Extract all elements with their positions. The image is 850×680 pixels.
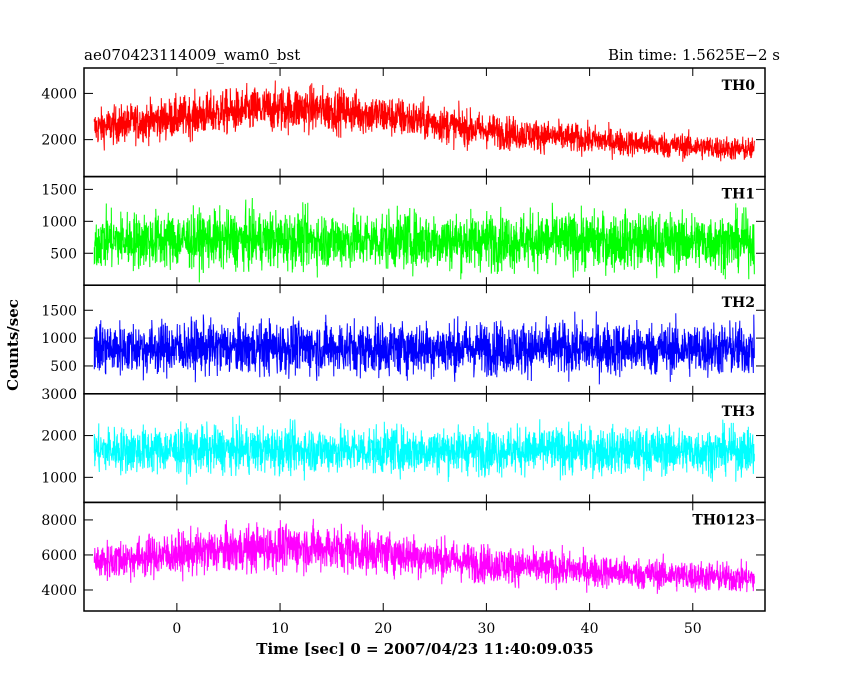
y-tick-label: 500: [50, 359, 77, 375]
x-tick-label: 0: [172, 621, 181, 637]
y-tick-label: 1500: [41, 182, 77, 198]
panel-label: TH0: [722, 78, 756, 94]
x-tick-label: 50: [684, 621, 702, 637]
panel-th0: 2000 4000 TH0: [41, 67, 766, 178]
x-axis-label: Time [sec] 0 = 2007/04/23 11:40:09.035: [256, 640, 593, 658]
x-axis-ticks: 0 10 20 30 40 50: [172, 621, 701, 637]
series-th3: [93, 415, 755, 485]
y-tick-label: 6000: [41, 548, 77, 564]
panel-th2: 0 500 1000 1500 TH2: [41, 284, 766, 403]
y-tick-label: 500: [50, 246, 77, 262]
series-th0: [93, 80, 755, 162]
panel-label: TH1: [722, 187, 755, 203]
y-tick-label: 1000: [41, 214, 77, 230]
y-tick-label: 8000: [41, 513, 77, 529]
x-tick-label: 20: [374, 621, 392, 637]
y-tick-label: 4000: [41, 583, 77, 599]
panel-th3: 1000 2000 3000 TH3: [41, 387, 766, 504]
panel-label: TH2: [722, 295, 755, 311]
series-th0123: [93, 518, 755, 594]
panel-th1: 500 1000 1500 TH1: [41, 175, 766, 286]
chart-subtitle: Bin time: 1.5625E−2 s: [608, 46, 780, 64]
y-tick-label: 2000: [41, 133, 77, 149]
y-tick-label: 1000: [41, 331, 77, 347]
panel-th0123: 4000 6000 8000 TH0123: [41, 501, 766, 612]
series-th1: [93, 197, 755, 283]
chart-title: ae070423114009_wam0_bst: [84, 46, 300, 64]
x-tick-label: 30: [477, 621, 495, 637]
y-tick-label: 4000: [41, 86, 77, 102]
y-axis-label: Counts/sec: [4, 299, 22, 391]
x-tick-label: 10: [271, 621, 289, 637]
panel-label: TH0123: [692, 512, 755, 528]
y-tick-label: 2000: [41, 429, 77, 445]
x-tick-label: 40: [581, 621, 599, 637]
y-tick-label: 1000: [41, 470, 77, 486]
series-th2: [93, 311, 755, 385]
panels-group: 2000 4000 TH0 500 1000 1500 TH1 0 500 1000 1500 TH2…: [41, 67, 766, 612]
y-tick-label: 0: [68, 387, 77, 403]
y-tick-label: 1500: [41, 303, 77, 319]
panel-label: TH3: [722, 404, 755, 420]
y-tick-label: 3000: [41, 387, 77, 403]
panel-frame: [83, 501, 766, 612]
